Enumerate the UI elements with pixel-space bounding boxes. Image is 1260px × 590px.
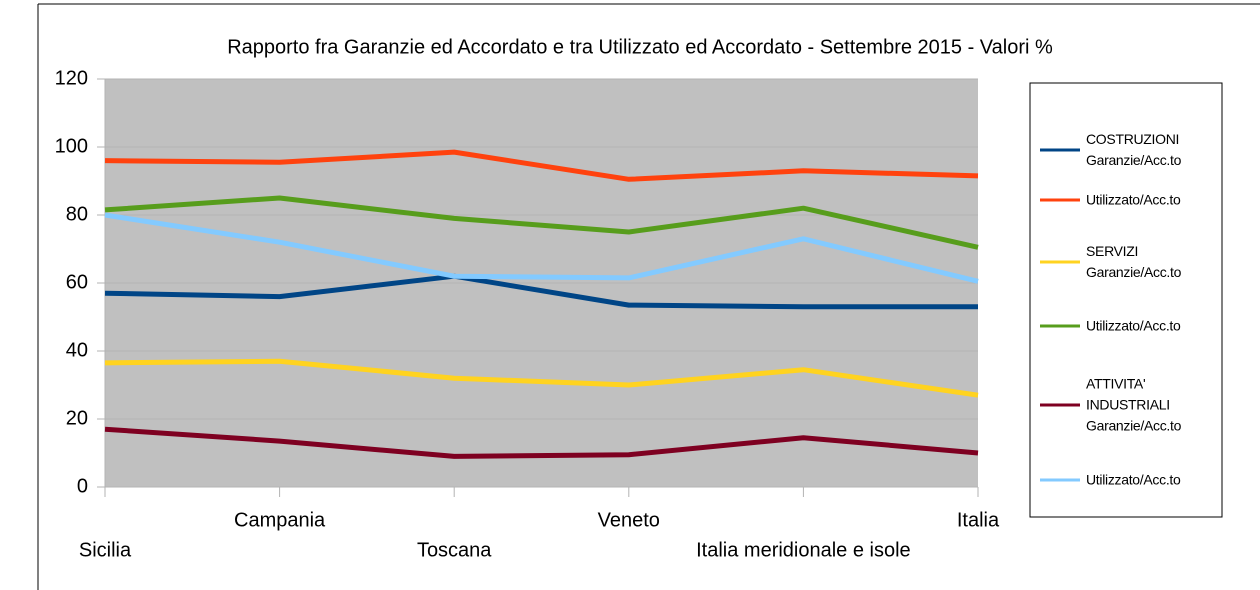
legend-label: Utilizzato/Acc.to [1086,471,1181,488]
y-tick-label: 0 [77,475,88,497]
legend-label: COSTRUZIONI Garanzie/Acc.to [1086,131,1182,168]
y-tick-label: 100 [55,135,88,157]
x-tick-label: Italia [957,509,1000,531]
series-line [104,212,979,284]
y-tick-label: 60 [66,271,88,293]
legend-label: SERVIZI Garanzie/Acc.to [1086,243,1182,280]
legend-label: ATTIVITA' INDUSTRIALI Garanzie/Acc.to [1086,375,1182,434]
x-tick-label: Veneto [598,509,660,531]
series-line [104,273,978,310]
y-tick-label: 40 [66,339,88,361]
series-line [104,195,979,250]
y-tick-label: 80 [66,203,88,225]
x-tick-label: Toscana [417,539,492,561]
legend-label: Utilizzato/Acc.to [1086,317,1181,334]
series-line [104,149,979,182]
y-tick-label: 20 [66,407,88,429]
series-line [104,358,979,398]
y-tick-label: 120 [55,67,88,89]
x-tick-label: Italia meridionale e isole [696,539,911,561]
series-line [104,426,979,459]
x-tick-label: Campania [234,509,326,531]
legend-box [1029,82,1223,518]
x-tick-label: Sicilia [79,539,132,561]
legend-label: Utilizzato/Acc.to [1086,191,1181,208]
chart-title: Rapporto fra Garanzie ed Accordato e tra… [227,36,1053,58]
